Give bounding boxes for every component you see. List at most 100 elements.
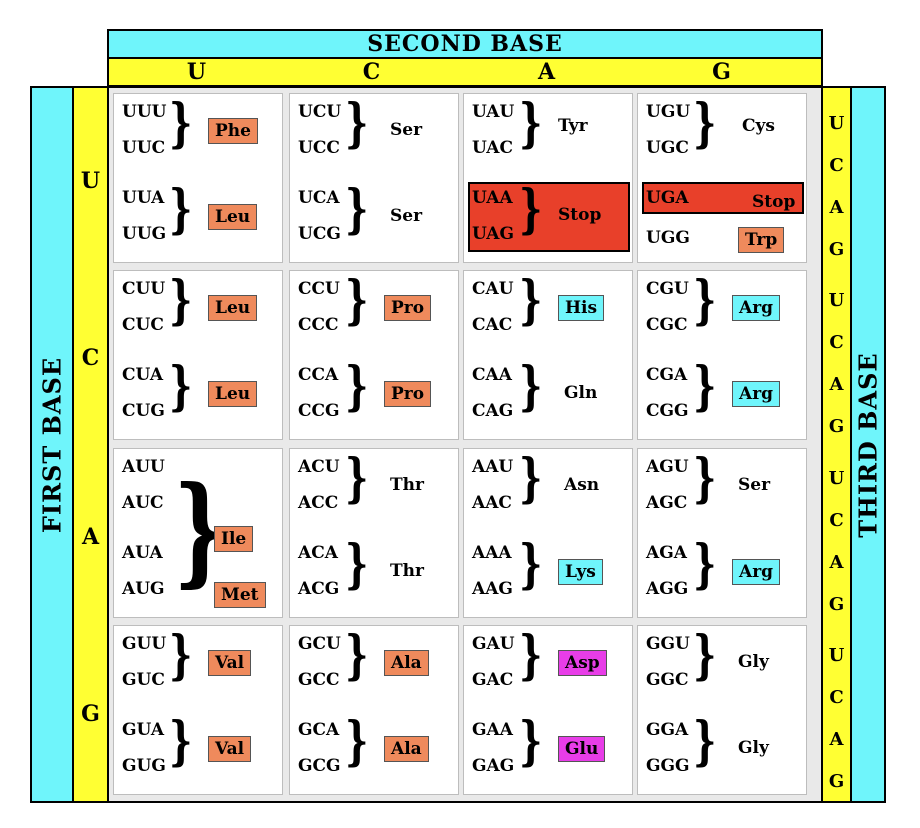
curly-brace-icon: } — [693, 711, 717, 772]
third-base-letter: U — [828, 290, 845, 311]
amino-acid-label: Ser — [738, 475, 771, 495]
third-base-letter: G — [828, 594, 845, 615]
codon-cell-ug: UGU UGC UGA UGG} Cys Stop Trp — [637, 93, 807, 263]
stop-codon-box — [642, 182, 804, 214]
amino-acid-label: Tyr — [558, 116, 588, 136]
curly-brace-icon: } — [169, 270, 193, 331]
codon-cua: CUA — [122, 365, 164, 385]
curly-brace-icon: } — [519, 534, 543, 595]
codon-aac: AAC — [472, 493, 512, 513]
curly-brace-icon: } — [345, 448, 369, 509]
codon-cell-uc: UCU UCC UCA UCG}} Ser Ser — [289, 93, 459, 263]
third-base-letter: C — [829, 155, 844, 176]
codon-cell-au: AUU AUC AUA AUG} Ile Met — [113, 448, 283, 618]
amino-acid-label: Cys — [742, 116, 775, 136]
third-base-letter: U — [828, 468, 845, 489]
codon-cgg: CGG — [646, 401, 689, 421]
amino-acid-label: Arg — [732, 295, 781, 322]
codon-uua: UUA — [122, 188, 165, 208]
codon-gga: GGA — [646, 720, 689, 740]
third-base-label-bar: THIRD BASE — [850, 86, 886, 803]
amino-acid-label: Ala — [384, 650, 429, 677]
amino-acid-label: Leu — [208, 381, 258, 408]
codon-aaa: AAA — [472, 543, 512, 563]
amino-acid-label: Gly — [738, 652, 769, 672]
codon-acg: ACG — [298, 579, 340, 599]
curly-brace-icon: } — [519, 270, 543, 331]
codon-aua: AUA — [122, 543, 163, 563]
codon-cau: CAU — [472, 279, 514, 299]
third-base-letter: G — [828, 416, 845, 437]
curly-brace-icon: } — [693, 534, 717, 595]
curly-brace-icon: } — [519, 711, 543, 772]
codon-ucg: UCG — [298, 224, 341, 244]
third-base-letter: C — [829, 687, 844, 708]
codon-cug: CUG — [122, 401, 165, 421]
amino-acid-label: Arg — [732, 381, 781, 408]
codon-gac: GAC — [472, 670, 514, 690]
codon-gug: GUG — [122, 756, 166, 776]
codon-uuc: UUC — [122, 138, 166, 158]
curly-brace-icon: } — [345, 93, 369, 154]
amino-acid-label: Arg — [732, 559, 781, 586]
codon-auu: AUU — [122, 457, 165, 477]
codon-ggc: GGC — [646, 670, 689, 690]
amino-acid-label: Gly — [738, 738, 769, 758]
codon-cell-ac: ACU ACC ACA ACG}} Thr Thr — [289, 448, 459, 618]
third-base-letter: A — [829, 552, 844, 573]
row-letter-c: C — [81, 345, 100, 371]
curly-brace-icon: } — [169, 625, 193, 686]
codon-gua: GUA — [122, 720, 165, 740]
codon-caa: CAA — [472, 365, 512, 385]
curly-brace-icon: } — [169, 711, 193, 772]
codon-aug: AUG — [122, 579, 165, 599]
amino-acid-label: Trp — [738, 227, 785, 254]
codon-cuu: CUU — [122, 279, 166, 299]
codon-cga: CGA — [646, 365, 688, 385]
codon-aca: ACA — [298, 543, 338, 563]
amino-acid-label: Glu — [558, 736, 606, 763]
curly-brace-icon: } — [345, 711, 369, 772]
codon-cag: CAG — [472, 401, 514, 421]
amino-acid-label: Gln — [564, 383, 598, 403]
amino-acid-label: Lys — [558, 559, 603, 586]
codon-ccc: CCC — [298, 315, 339, 335]
codon-aau: AAU — [472, 457, 514, 477]
curly-brace-icon: } — [169, 179, 193, 240]
curly-brace-icon: } — [693, 625, 717, 686]
codon-cell-cu: CUU CUC CUA CUG}} Leu Leu — [113, 270, 283, 440]
codon-cell-uu: UUU UUC UUA UUG}} Phe Leu — [113, 93, 283, 263]
codon-cell-ca: CAU CAC CAA CAG}} His Gln — [463, 270, 633, 440]
codon-gau: GAU — [472, 634, 515, 654]
third-base-letter: G — [828, 239, 845, 260]
amino-acid-label: Leu — [208, 295, 258, 322]
curly-brace-icon: } — [693, 93, 717, 154]
codon-ucc: UCC — [298, 138, 340, 158]
third-base-letter: A — [829, 374, 844, 395]
second-base-title: SECOND BASE — [367, 31, 563, 57]
codon-agu: AGU — [646, 457, 689, 477]
amino-acid-label: Stop — [752, 192, 796, 212]
curly-brace-icon: } — [519, 93, 543, 154]
codon-ugg: UGG — [646, 228, 690, 248]
third-base-letter: U — [828, 645, 845, 666]
row-letter-a: A — [81, 524, 100, 550]
amino-acid-label: Ser — [390, 120, 423, 140]
first-base-letters-col: U C A G — [72, 86, 109, 803]
third-base-letter: U — [828, 113, 845, 134]
codon-gcu: GCU — [298, 634, 341, 654]
second-base-header: SECOND BASE — [107, 29, 823, 59]
third-base-letter: C — [829, 510, 844, 531]
codon-uga: UGA — [646, 188, 689, 208]
codon-ugu: UGU — [646, 102, 691, 122]
curly-brace-icon: } — [693, 270, 717, 331]
codon-acu: ACU — [298, 457, 340, 477]
codon-ccu: CCU — [298, 279, 340, 299]
third-base-letter: G — [828, 771, 845, 792]
amino-acid-label: Val — [208, 736, 252, 763]
amino-acid-label: Ile — [214, 526, 254, 553]
curly-brace-icon: } — [345, 270, 369, 331]
curly-brace-icon: } — [519, 356, 543, 417]
third-base-title: THIRD BASE — [853, 351, 883, 538]
curly-brace-icon: } — [345, 179, 369, 240]
